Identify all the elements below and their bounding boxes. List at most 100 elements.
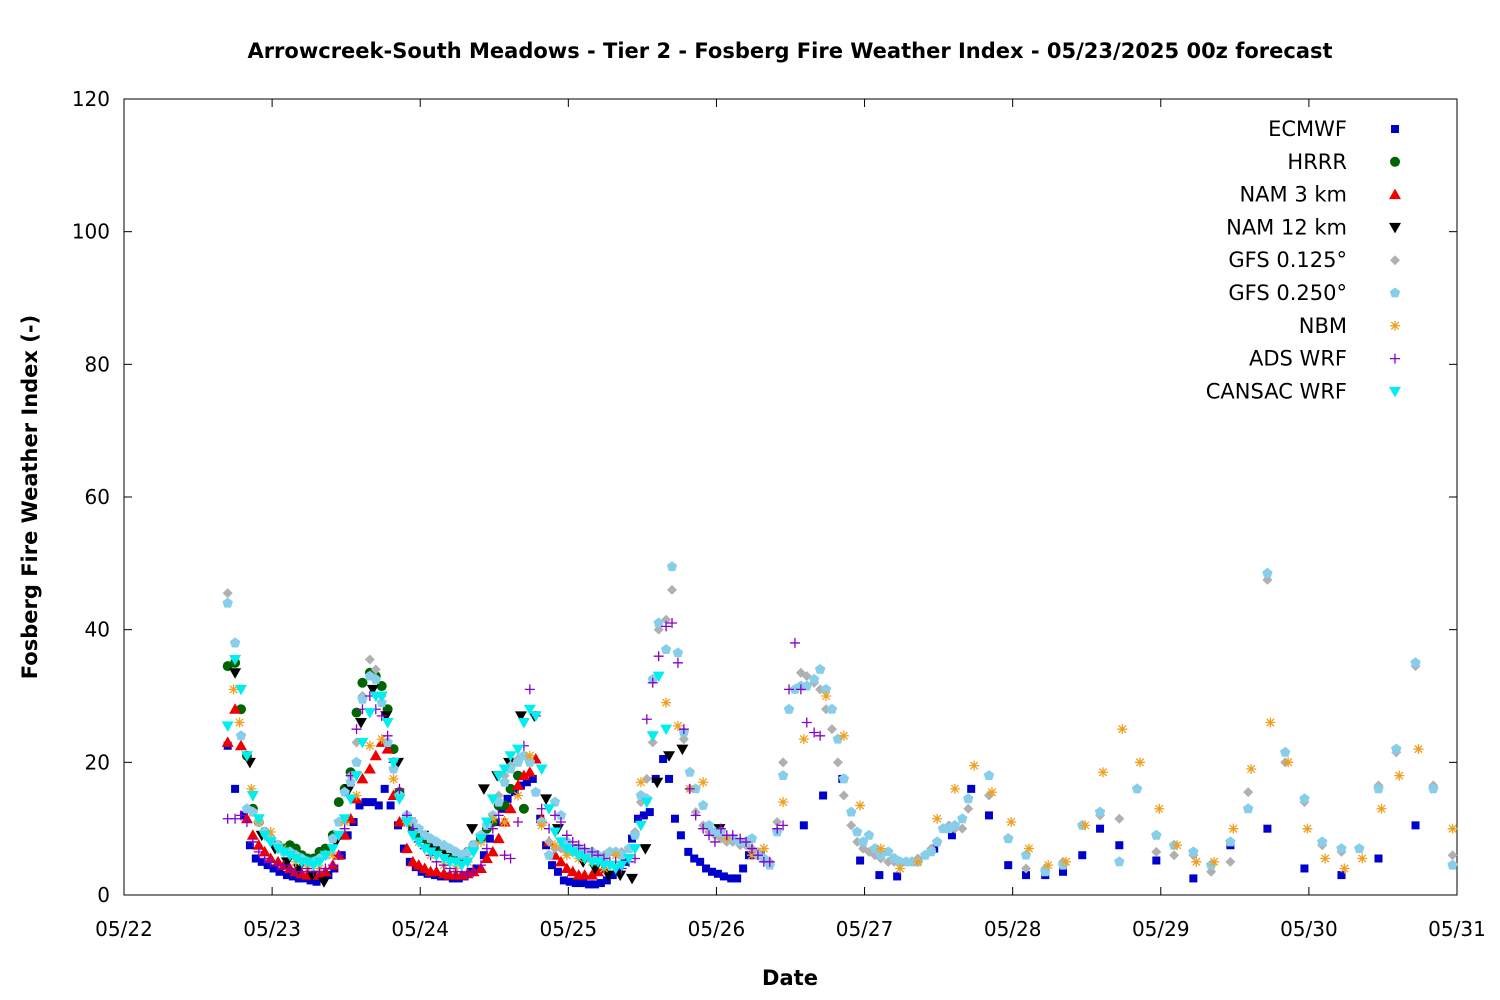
data-point <box>314 866 325 877</box>
data-point <box>1300 864 1309 873</box>
data-point <box>275 867 284 876</box>
data-point <box>1225 836 1236 847</box>
data-point <box>626 873 639 885</box>
data-point <box>492 771 505 782</box>
data-point <box>746 850 757 861</box>
data-point <box>690 810 701 821</box>
data-point <box>653 617 664 628</box>
data-point <box>1006 817 1017 828</box>
data-point <box>1413 744 1424 755</box>
data-point <box>1209 856 1220 867</box>
data-point <box>579 843 590 854</box>
data-point <box>517 718 530 729</box>
x-tick-label: 05/22 <box>95 917 153 941</box>
y-tick-label: 0 <box>97 883 110 907</box>
data-point <box>746 833 758 844</box>
data-point <box>1004 861 1013 870</box>
data-point <box>241 817 252 828</box>
data-point <box>629 829 641 840</box>
data-point <box>430 850 443 862</box>
data-point <box>485 834 494 843</box>
data-point <box>312 877 321 886</box>
data-point <box>764 856 775 867</box>
data-point <box>789 637 800 648</box>
data-point <box>351 724 362 735</box>
data-point <box>1373 783 1384 794</box>
data-point <box>1135 757 1146 768</box>
data-point <box>554 855 567 867</box>
data-point <box>283 850 296 862</box>
data-point <box>466 824 479 835</box>
data-point <box>351 756 362 767</box>
data-point <box>247 836 258 847</box>
data-point <box>801 717 812 728</box>
data-point <box>221 721 234 732</box>
data-point <box>376 734 387 745</box>
data-point <box>832 757 843 768</box>
data-point <box>1080 820 1091 831</box>
data-point <box>228 684 239 695</box>
data-point <box>752 850 763 861</box>
data-point <box>381 743 394 754</box>
data-point <box>393 794 406 805</box>
data-point <box>560 862 573 873</box>
data-point <box>246 829 259 840</box>
data-point <box>363 708 376 719</box>
data-point <box>550 810 561 821</box>
data-point <box>741 836 752 847</box>
data-point <box>1339 863 1350 874</box>
data-point <box>1154 803 1165 814</box>
data-point <box>678 724 689 735</box>
data-point <box>338 814 351 825</box>
data-point <box>512 790 523 801</box>
data-point <box>400 842 413 854</box>
data-point <box>957 823 968 834</box>
data-point <box>528 774 537 783</box>
data-point <box>361 798 370 807</box>
legend: ECMWF HRRR NAM 3 km NAM 12 km GFS 0.125° GFS … <box>1206 117 1401 403</box>
data-point <box>645 808 654 817</box>
data-point <box>529 711 542 722</box>
data-point <box>543 849 555 860</box>
data-point <box>573 840 584 851</box>
data-point <box>663 751 676 762</box>
data-point <box>549 827 562 838</box>
data-point <box>277 847 290 858</box>
data-point <box>1096 824 1105 833</box>
data-point <box>366 684 379 696</box>
data-point <box>1225 856 1236 867</box>
x-tick-label: 05/26 <box>688 917 746 941</box>
data-point <box>696 857 705 866</box>
data-point <box>646 731 659 742</box>
data-point <box>522 778 531 787</box>
x-tick-label: 05/31 <box>1428 917 1486 941</box>
data-point <box>327 850 338 861</box>
data-point <box>846 820 857 831</box>
legend-label: HRRR <box>1287 150 1347 174</box>
data-point <box>474 834 487 845</box>
data-point <box>493 796 504 807</box>
data-point <box>524 756 536 767</box>
data-point <box>659 755 668 764</box>
legend-label: NAM 12 km <box>1226 215 1347 239</box>
data-point <box>587 846 598 857</box>
data-point <box>912 856 923 867</box>
data-point <box>639 844 652 855</box>
data-point <box>746 843 757 854</box>
data-point <box>733 874 742 883</box>
data-point <box>247 806 259 817</box>
data-point <box>386 801 395 810</box>
data-point <box>307 860 320 872</box>
data-point <box>1357 853 1368 864</box>
data-point <box>357 677 368 688</box>
legend-marker <box>1389 188 1401 200</box>
data-point <box>523 766 536 777</box>
data-point <box>634 820 647 832</box>
data-point <box>639 811 648 820</box>
data-point <box>317 877 330 888</box>
data-point <box>245 841 254 850</box>
data-point <box>284 863 295 874</box>
data-point <box>523 704 536 716</box>
data-point <box>667 584 678 595</box>
